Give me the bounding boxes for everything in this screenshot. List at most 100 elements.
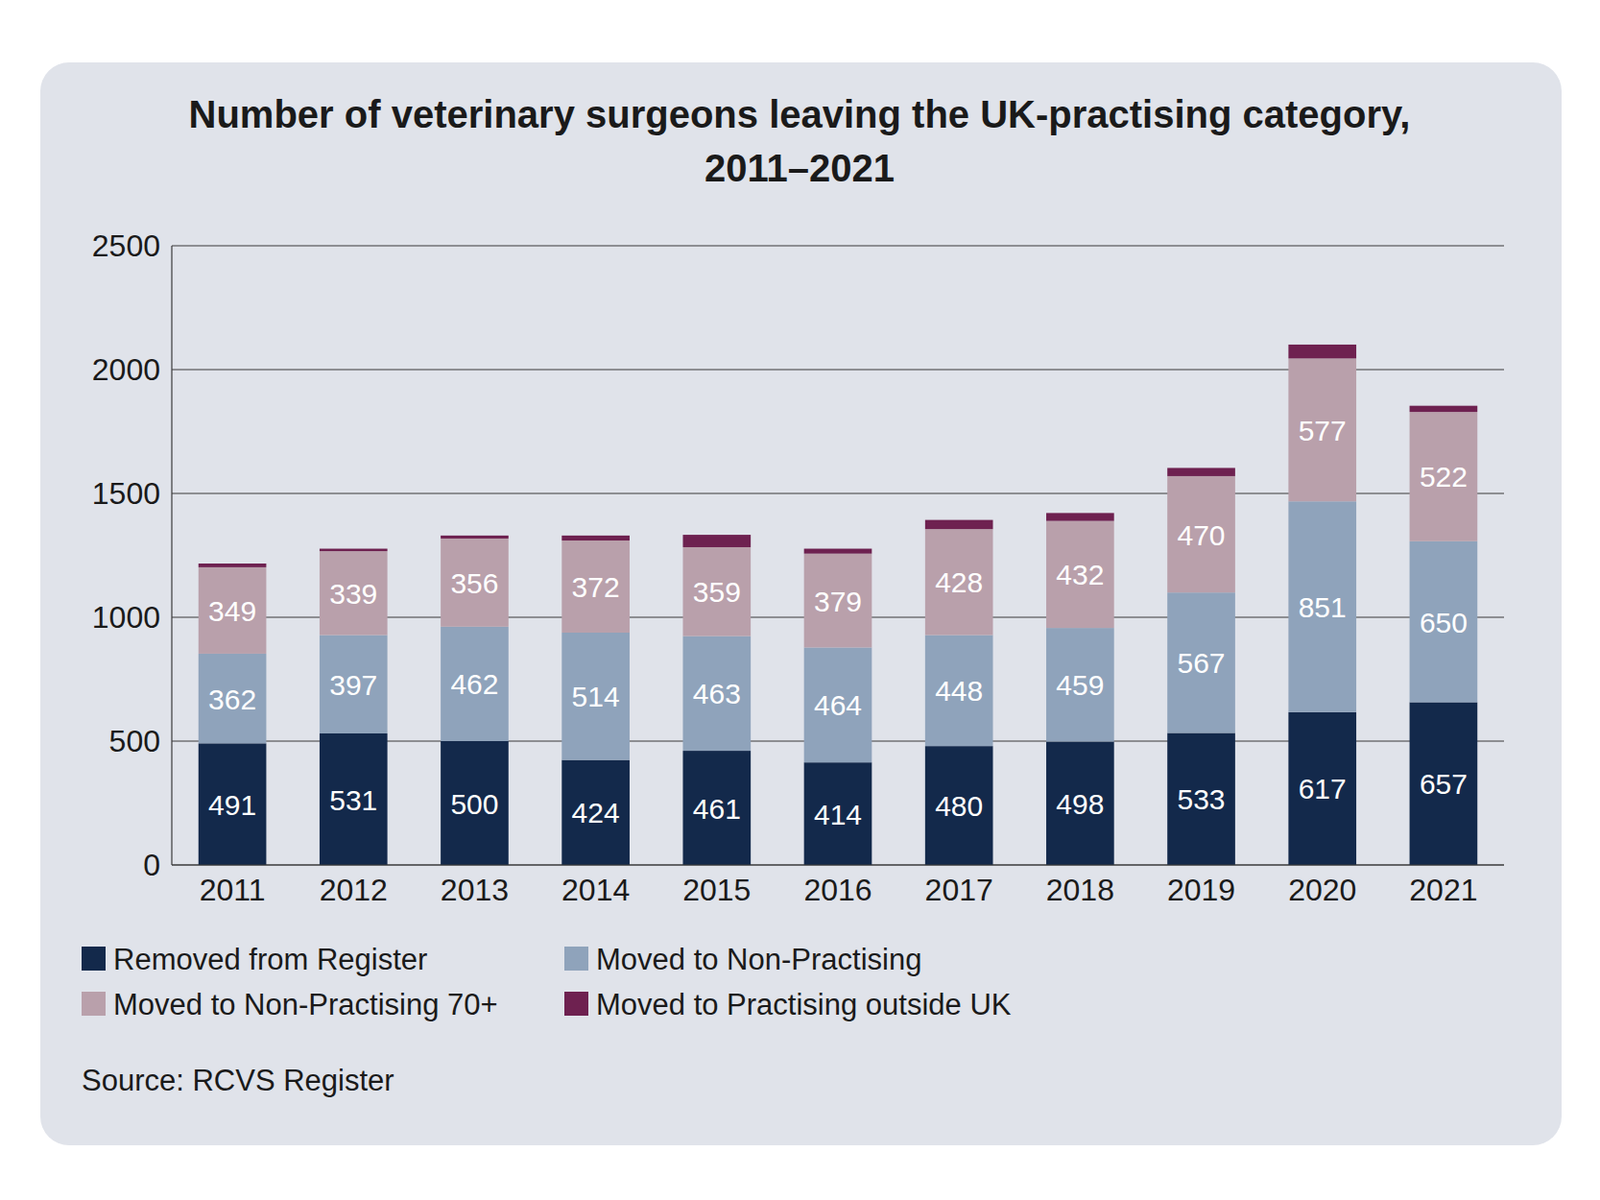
- data-label: 531: [329, 784, 378, 816]
- data-label: 362: [208, 683, 257, 716]
- x-tick-label: 2017: [925, 872, 994, 908]
- data-label: 359: [692, 575, 741, 608]
- bar-segment: [440, 535, 509, 539]
- data-label: 379: [813, 585, 862, 618]
- bar-segment: [319, 635, 388, 734]
- legend-label: Moved to Non-Practising: [596, 942, 922, 977]
- bar-segment: [804, 762, 873, 865]
- bar-segment: [319, 733, 388, 865]
- bar-segment: [319, 549, 388, 552]
- source: Source: RCVS Register: [81, 1063, 395, 1098]
- data-label: 339: [329, 577, 378, 610]
- bar-segment: [440, 740, 509, 865]
- x-tick-label: 2018: [1046, 872, 1115, 908]
- x-tick-label: 2014: [561, 872, 630, 908]
- data-label: 480: [934, 789, 983, 822]
- bar-segment: [1288, 501, 1357, 713]
- chart: Number of veterinary surgeons leaving th…: [0, 0, 1600, 1200]
- bars: [198, 344, 1478, 865]
- legend-label: Moved to Non-Practising 70+: [113, 987, 499, 1022]
- bar-segment: [561, 535, 630, 541]
- bar-segment: [925, 528, 994, 635]
- bar-segment: [1409, 405, 1479, 412]
- bar-segment: [682, 750, 751, 865]
- bar-segment: [440, 626, 509, 741]
- data-label: 498: [1055, 788, 1104, 820]
- data-label: 491: [208, 788, 257, 821]
- x-tick-label: 2015: [682, 872, 751, 908]
- data-label: 428: [934, 566, 983, 598]
- bar-segment: [1046, 521, 1115, 628]
- grid-line: [171, 244, 1505, 246]
- data-label: 461: [692, 792, 741, 825]
- data-label: 650: [1419, 606, 1468, 639]
- title-line: 2011–2021: [704, 146, 895, 190]
- data-label: 349: [208, 595, 257, 627]
- bar-segment: [1288, 712, 1357, 865]
- data-label: 462: [450, 668, 499, 700]
- bar-segment: [1409, 541, 1479, 703]
- y-tick-label: 1000: [92, 599, 161, 635]
- y-tick-label: 1500: [92, 476, 161, 511]
- bar-segment: [198, 742, 267, 865]
- legend-label: Removed from Register: [113, 942, 428, 977]
- y-tick-label: 500: [109, 723, 161, 759]
- bar-segment: [1167, 476, 1236, 593]
- x-tick-label: 2012: [319, 872, 388, 908]
- data-label: 533: [1177, 783, 1226, 815]
- x-tick-label: 2011: [199, 872, 266, 908]
- data-label: 851: [1298, 591, 1347, 623]
- legend-swatch: [564, 946, 589, 971]
- bar-segment: [1167, 732, 1236, 865]
- bar-segment: [682, 547, 751, 637]
- bar-segment: [198, 653, 267, 743]
- bar-segment: [925, 745, 994, 865]
- x-axis-line: [171, 863, 1505, 865]
- bar-segment: [925, 520, 994, 530]
- bar-segment: [1288, 358, 1357, 502]
- data-label: 356: [450, 567, 499, 599]
- data-label: 424: [572, 796, 621, 829]
- bar-segment: [925, 635, 994, 747]
- data-label: 463: [692, 677, 741, 710]
- bar-segment: [1046, 512, 1115, 521]
- legend-swatch: [81, 946, 106, 971]
- bar-segment: [198, 563, 267, 568]
- title: Number of veterinary surgeons leaving th…: [189, 93, 1411, 190]
- bar-segment: [319, 550, 388, 635]
- legend-swatch: [564, 991, 589, 1016]
- bar-segment: [1046, 627, 1115, 741]
- x-tick-label: 2013: [440, 872, 509, 908]
- bar-segment: [804, 646, 873, 763]
- bar-segment: [440, 538, 509, 627]
- bar-segment: [561, 760, 630, 865]
- bar-segment: [682, 534, 751, 548]
- data-label: 567: [1177, 646, 1226, 679]
- data-label: 514: [572, 680, 621, 713]
- bar-segment: [198, 567, 267, 654]
- bar-segment: [804, 549, 873, 554]
- bar-segment: [1167, 467, 1236, 477]
- data-label: 432: [1055, 558, 1104, 591]
- x-tick-label: 2021: [1408, 872, 1478, 908]
- bar-segment: [1288, 344, 1357, 359]
- bar-segment: [561, 540, 630, 633]
- title-line: Number of veterinary surgeons leaving th…: [189, 93, 1411, 136]
- bar-segment: [804, 553, 873, 648]
- x-tick-label: 2020: [1288, 872, 1357, 908]
- legend-swatch: [81, 991, 106, 1016]
- data-label: 522: [1419, 460, 1468, 493]
- bar-segment: [1046, 741, 1115, 865]
- bar-segment: [1409, 411, 1479, 542]
- data-label: 500: [450, 788, 499, 820]
- data-label: 448: [934, 674, 983, 707]
- y-tick-label: 2000: [92, 352, 161, 387]
- bar-segment: [1409, 701, 1479, 865]
- data-label: 372: [572, 571, 621, 603]
- grid-line: [171, 863, 1505, 865]
- y-axis-line: [170, 245, 172, 865]
- data-label: 617: [1298, 772, 1347, 805]
- legend-label: Moved to Practising outside UK: [596, 987, 1012, 1022]
- data-label: 464: [813, 689, 862, 721]
- data-label: 577: [1298, 414, 1347, 447]
